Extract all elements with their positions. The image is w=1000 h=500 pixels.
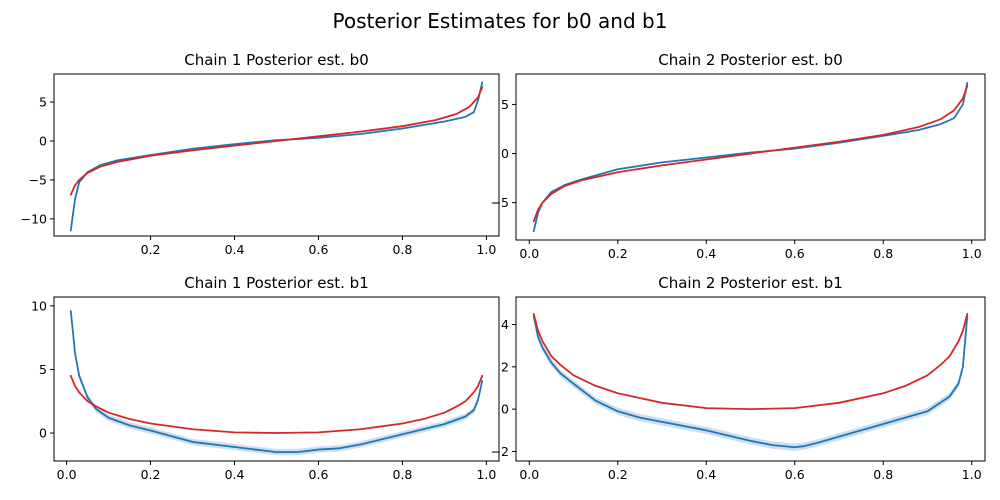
x-tick-label: 0.4 xyxy=(696,467,716,482)
reference-line xyxy=(69,374,484,434)
subplot-title: Chain 1 Posterior est. b0 xyxy=(184,51,369,69)
estimate-line xyxy=(532,315,969,449)
x-tick-label: 1.0 xyxy=(962,246,982,261)
x-tick-label: 1.0 xyxy=(962,467,982,482)
x-tick-label: 0.6 xyxy=(785,467,805,482)
estimate-line xyxy=(532,81,969,233)
x-tick-label: 0.4 xyxy=(225,242,245,257)
axes-frame xyxy=(515,296,986,462)
y-tick-label: 5 xyxy=(39,95,47,110)
y-tick-label: 0 xyxy=(501,402,509,417)
subplot-chain1-b1: Chain 1 Posterior est. b1 0.0 0.2 0.4 0.6 0.8… xyxy=(31,274,500,482)
axes-frame xyxy=(53,296,500,462)
x-tick-label: 0.0 xyxy=(57,467,77,482)
y-tick-label: 0 xyxy=(501,146,509,161)
reference-line xyxy=(532,313,969,411)
x-tick-label: 0.8 xyxy=(392,242,412,257)
subplot-title: Chain 2 Posterior est. b1 xyxy=(658,274,843,292)
x-tick-label: 0.4 xyxy=(696,246,716,261)
y-tick-label: 5 xyxy=(501,97,509,112)
x-tick-label: 0.8 xyxy=(873,246,893,261)
subplot-title: Chain 2 Posterior est. b0 xyxy=(658,51,843,69)
subplot-title: Chain 1 Posterior est. b1 xyxy=(184,274,369,292)
x-tick-label: 0.8 xyxy=(873,467,893,482)
x-tick-label: 0.2 xyxy=(141,467,161,482)
y-tick-label: 5 xyxy=(39,362,47,377)
reference-line xyxy=(69,86,484,196)
x-tick-label: 1.0 xyxy=(476,242,496,257)
subplot-chain2-b0: Chain 2 Posterior est. b0 0.0 0.2 0.4 0.6 0.8… xyxy=(491,51,986,261)
estimate-line xyxy=(69,81,484,232)
subplot-chain1-b0: Chain 1 Posterior est. b0 0.2 0.4 0.6 0.8 1.0… xyxy=(21,51,500,257)
x-tick-label: 0.6 xyxy=(309,467,329,482)
y-tick-label: 10 xyxy=(31,298,47,313)
credible-band xyxy=(533,312,968,451)
x-tick-label: 0.2 xyxy=(608,246,628,261)
x-tick-label: 0.6 xyxy=(309,242,329,257)
subplot-chain2-b1: Chain 2 Posterior est. b1 0.0 0.2 0.4 0.6 0.8… xyxy=(491,274,986,482)
y-tick-label: −5 xyxy=(491,195,509,210)
y-tick-label: −2 xyxy=(491,444,509,459)
x-tick-label: 0.0 xyxy=(519,467,539,482)
y-tick-label: 0 xyxy=(39,133,47,148)
y-tick-label: 4 xyxy=(501,317,509,332)
figure-suptitle: Posterior Estimates for b0 and b1 xyxy=(333,9,668,33)
x-tick-label: 0.2 xyxy=(141,242,161,257)
x-tick-label: 0.2 xyxy=(608,467,628,482)
axes-frame xyxy=(515,73,986,241)
axes-frame xyxy=(53,73,500,237)
x-tick-label: 0.0 xyxy=(519,246,539,261)
y-tick-label: 0 xyxy=(39,426,47,441)
y-tick-label: −10 xyxy=(21,211,47,226)
x-tick-label: 0.6 xyxy=(785,246,805,261)
y-tick-label: 2 xyxy=(501,359,509,374)
reference-line xyxy=(532,84,969,223)
y-tick-label: −5 xyxy=(29,172,47,187)
x-tick-label: 1.0 xyxy=(476,467,496,482)
estimate-line xyxy=(69,310,484,454)
x-tick-label: 0.8 xyxy=(392,467,412,482)
x-tick-label: 0.4 xyxy=(225,467,245,482)
